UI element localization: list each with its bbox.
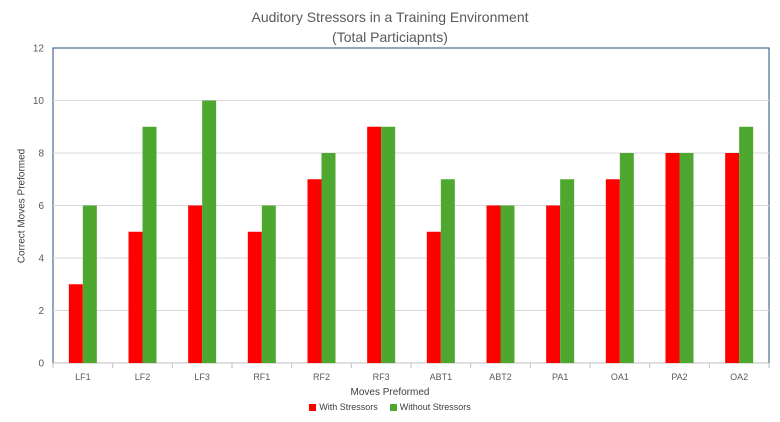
- y-tick-label-4: 4: [38, 254, 44, 265]
- bar-with-stressors-lf2: [128, 231, 143, 363]
- bar-without-stressors-pa2: [679, 153, 694, 363]
- bar-with-stressors-oa1: [605, 179, 620, 363]
- bar-without-stressors-rf2: [321, 153, 336, 363]
- legend-swatch-without-stressors: [389, 403, 397, 411]
- bar-without-stressors-abt2: [500, 205, 515, 363]
- y-tick-label-10: 10: [33, 96, 45, 107]
- legend-label-with-stressors: With Stressors: [319, 402, 378, 412]
- x-tick-label-oa2: OA2: [730, 372, 748, 382]
- legend-label-without-stressors: Without Stressors: [399, 402, 471, 412]
- bar-without-stressors-rf3: [381, 126, 396, 363]
- bar-with-stressors-oa2: [725, 153, 740, 363]
- x-axis-label: Moves Preformed: [350, 387, 430, 398]
- y-tick-label-6: 6: [38, 201, 44, 212]
- bar-without-stressors-oa2: [739, 126, 754, 363]
- chart-title: Auditory Stressors in a Training Environ…: [251, 9, 529, 25]
- y-axis-label: Correct Moves Preformed: [16, 148, 28, 264]
- legend-item-with-stressors: With Stressors: [309, 402, 378, 412]
- bar-with-stressors-lf1: [68, 284, 83, 363]
- bar-with-stressors-pa2: [665, 153, 680, 363]
- y-tick-label-8: 8: [38, 149, 44, 160]
- bar-without-stressors-lf2: [142, 126, 157, 363]
- x-tick-label-lf2: LF2: [135, 372, 151, 382]
- bar-with-stressors-rf3: [367, 126, 382, 363]
- bar-with-stressors-abt2: [486, 205, 501, 363]
- bar-without-stressors-pa1: [560, 179, 575, 363]
- chart-subtitle: (Total Particiapnts): [332, 29, 448, 45]
- x-tick-label-abt1: ABT1: [430, 372, 453, 382]
- bar-with-stressors-lf3: [188, 205, 203, 363]
- legend: With Stressors Without Stressors: [0, 402, 780, 412]
- x-tick-label-abt2: ABT2: [489, 372, 512, 382]
- x-tick-label-oa1: OA1: [611, 372, 629, 382]
- y-tick-label-12: 12: [33, 44, 45, 55]
- x-tick-label-lf1: LF1: [75, 372, 91, 382]
- legend-item-without-stressors: Without Stressors: [389, 402, 471, 412]
- y-tick-label-2: 2: [38, 306, 44, 317]
- bar-without-stressors-lf3: [202, 100, 217, 363]
- bar-without-stressors-rf1: [261, 205, 276, 363]
- bar-with-stressors-rf1: [247, 231, 262, 363]
- bar-without-stressors-lf1: [82, 205, 97, 363]
- legend-swatch-with-stressors: [309, 403, 317, 411]
- y-tick-label-0: 0: [38, 359, 44, 370]
- x-tick-label-pa2: PA2: [671, 372, 687, 382]
- x-tick-label-lf3: LF3: [194, 372, 210, 382]
- x-tick-label-rf3: RF3: [373, 372, 390, 382]
- bar-with-stressors-pa1: [546, 205, 561, 363]
- bar-with-stressors-abt1: [426, 231, 441, 363]
- bar-without-stressors-abt1: [440, 179, 455, 363]
- x-tick-label-pa1: PA1: [552, 372, 568, 382]
- x-tick-label-rf1: RF1: [253, 372, 270, 382]
- bar-with-stressors-rf2: [307, 179, 322, 363]
- x-tick-label-rf2: RF2: [313, 372, 330, 382]
- bar-without-stressors-oa1: [619, 153, 634, 363]
